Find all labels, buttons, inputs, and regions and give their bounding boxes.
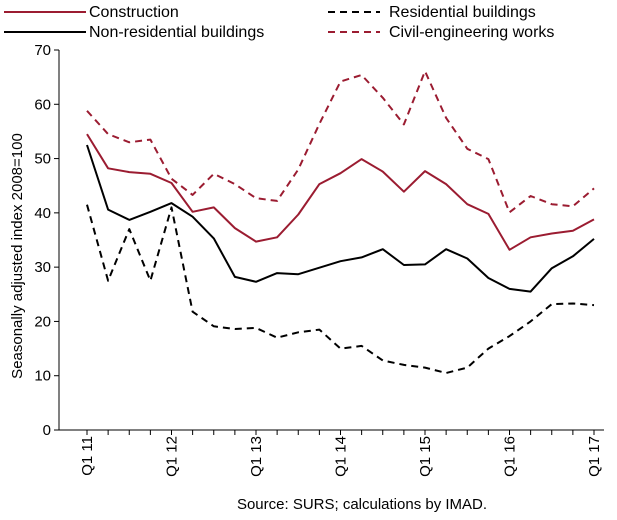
legend-label: Residential buildings [389,4,536,21]
x-tick-label: Q1 12 [164,436,181,477]
source-note: Source: SURS; calculations by IMAD. [237,496,487,513]
legend-item: Construction [4,4,179,21]
y-tick-label: 20 [34,313,51,330]
y-tick-label: 30 [34,259,51,276]
x-tick-label: Q1 17 [586,436,603,477]
x-tick-label: Q1 16 [502,436,519,477]
y-tick-label: 60 [34,96,51,113]
y-tick-label: 10 [34,368,51,385]
x-tick-label: Q1 13 [248,436,265,477]
legend-label: Civil-engineering works [389,24,554,41]
series-line-residential-buildings [86,204,595,374]
legend-item: Civil-engineering works [328,24,554,41]
legend: Construction Non-residential buildings Res… [4,4,554,41]
y-tick-label: 0 [43,422,51,439]
series-line-construction [86,133,595,251]
series-line-non-residential-buildings [86,144,595,293]
x-tick-label: Q1 11 [79,436,96,476]
y-axis: 0 10 20 30 40 50 60 70 [34,42,60,439]
legend-label: Non-residential buildings [89,24,264,41]
series-line-civil-engineering-works [86,70,595,214]
x-tick-label: Q1 14 [333,436,350,477]
x-tick-label: Q1 15 [417,436,434,477]
y-axis-title: Seasonally adjusted index 2008=100 [9,133,26,379]
x-axis: Q1 11 Q1 12 Q1 13 Q1 14 Q1 15 Q1 16 Q1 17 [59,429,604,477]
y-tick-label: 50 [34,151,51,168]
series-layer [86,70,595,374]
y-tick-label: 70 [34,42,51,59]
legend-item: Non-residential buildings [4,24,264,41]
legend-item: Residential buildings [328,4,536,21]
legend-label: Construction [89,4,179,21]
y-tick-label: 40 [34,205,51,222]
